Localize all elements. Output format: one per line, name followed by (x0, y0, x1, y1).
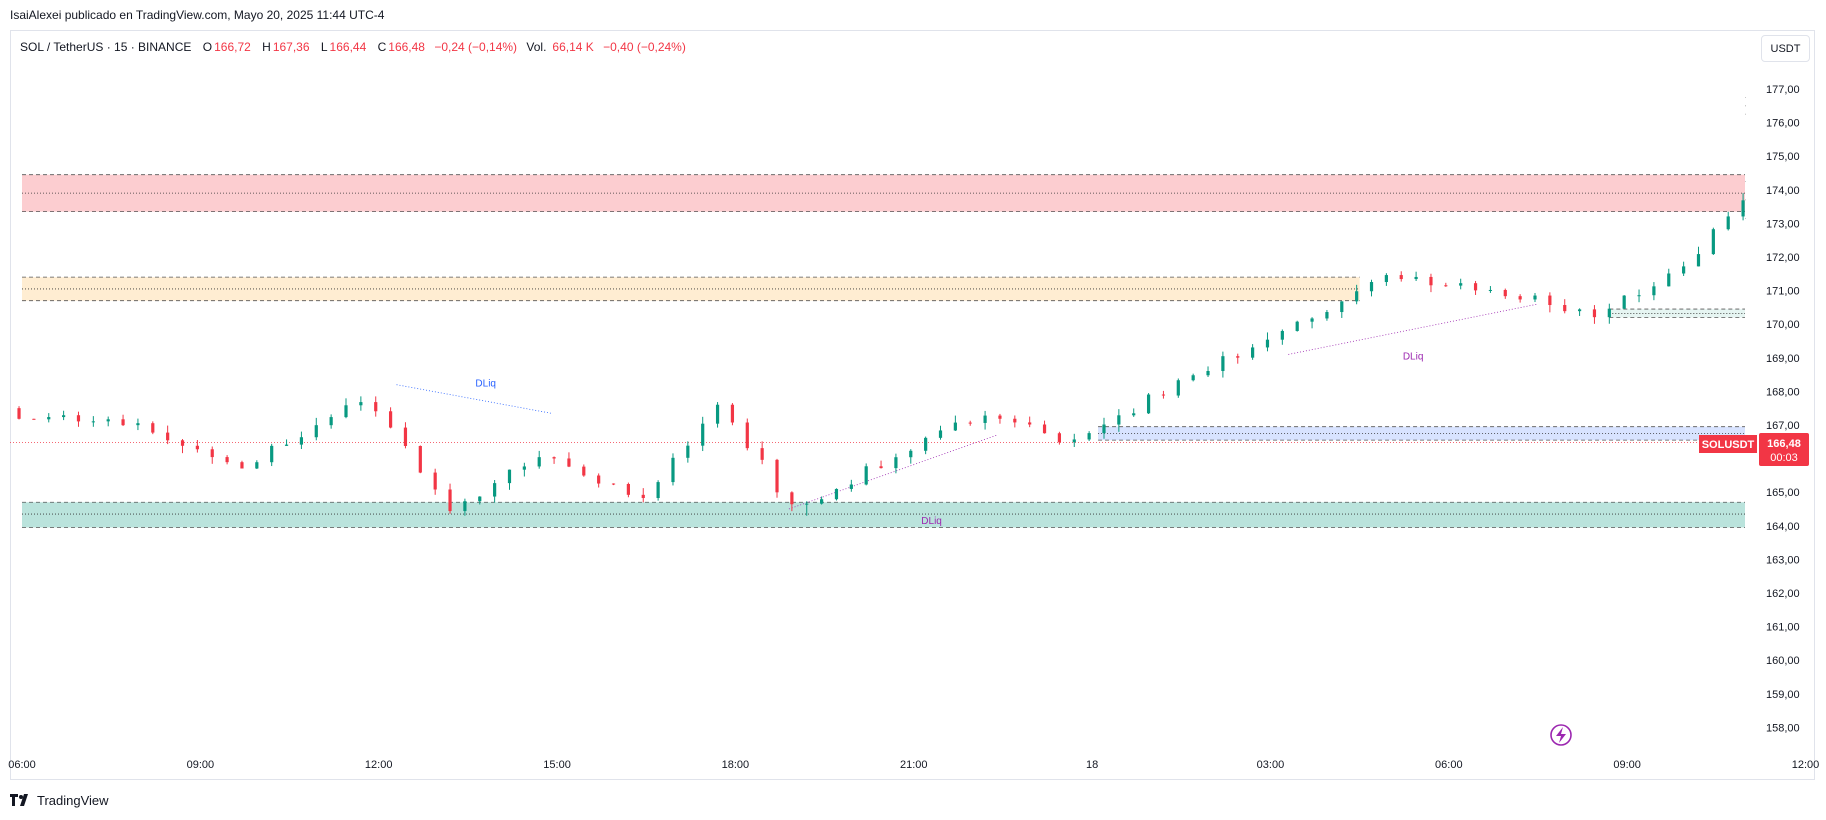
legend-close-label: C (377, 40, 387, 54)
chart-frame (10, 30, 1815, 780)
legend-volume-label: Vol. (526, 40, 547, 54)
legend-volume-value: 66,14 K (552, 40, 594, 54)
legend-high-value: 167,36 (272, 40, 310, 54)
legend-close-value: 166,48 (388, 40, 425, 54)
legend-open-label: O (202, 40, 213, 54)
tradingview-logo-icon (10, 793, 28, 806)
footer-brand[interactable]: TradingView (10, 793, 109, 808)
publisher-attribution: IsaiAlexei publicado en TradingView.com,… (10, 8, 385, 22)
legend-volume-change: −0,40 (−0,24%) (603, 40, 686, 54)
symbol-name[interactable]: SOL / TetherUS · 15 · BINANCE (20, 40, 192, 54)
legend-high-label: H (262, 40, 271, 54)
legend-low-label: L (320, 40, 328, 54)
legend-change: −0,24 (−0,14%) (434, 40, 518, 54)
legend-open-value: 166,72 (214, 40, 251, 54)
currency-button[interactable]: USDT (1761, 35, 1810, 62)
footer-brand-name: TradingView (37, 793, 109, 808)
legend-low-value: 166,44 (329, 40, 367, 54)
